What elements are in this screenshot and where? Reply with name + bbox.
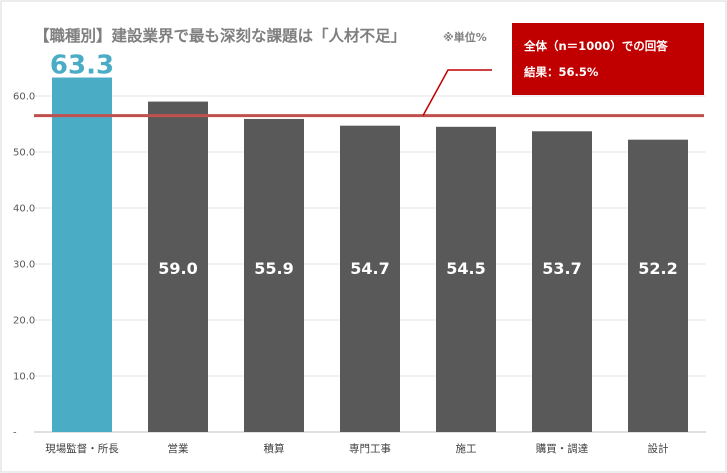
y-tick-label: 30.0 — [13, 260, 35, 271]
chart-title: 【職種別】建設業界で最も深刻な課題は「人材不足」 — [34, 26, 406, 45]
data-label: 59.0 — [158, 259, 197, 278]
bar — [340, 125, 400, 433]
callout-line-1: 全体（n＝1000）での回答 — [523, 39, 668, 53]
bar — [628, 139, 688, 432]
bar — [532, 131, 592, 432]
y-tick-label: 40.0 — [13, 204, 35, 215]
x-category-label: 営業 — [168, 442, 189, 455]
data-label: 54.7 — [350, 259, 389, 278]
data-label: 54.5 — [446, 259, 485, 278]
bar — [436, 126, 496, 433]
callout-line-2: 結果：56.5% — [524, 65, 599, 79]
data-label: 63.3 — [50, 51, 114, 81]
y-tick-label: - — [13, 428, 17, 439]
reference-layer — [34, 69, 704, 118]
x-category-label: 専門工事 — [349, 442, 391, 455]
y-tick-label: 20.0 — [13, 316, 35, 327]
data-labels: 63.3 59.0 55.9 54.7 54.5 53.7 52.2 — [50, 51, 678, 278]
y-tick-label: 60.0 — [13, 92, 35, 103]
data-label: 53.7 — [542, 259, 581, 278]
data-label: 55.9 — [254, 259, 293, 278]
callout-box — [512, 23, 704, 95]
x-category-label: 購買・調達 — [536, 442, 589, 455]
y-axis-ticks: - 10.0 20.0 30.0 40.0 50.0 60.0 — [13, 92, 35, 439]
callout-leader-line — [422, 69, 492, 116]
y-tick-label: 50.0 — [13, 148, 35, 159]
x-category-label: 設計 — [648, 442, 669, 455]
bars — [52, 77, 688, 433]
x-category-label: 積算 — [264, 442, 285, 455]
x-category-label: 現場監督・所長 — [45, 442, 119, 455]
x-category-label: 施工 — [456, 442, 477, 455]
y-tick-label: 10.0 — [13, 372, 35, 383]
data-label: 52.2 — [638, 259, 677, 278]
bar — [148, 101, 208, 432]
bar — [52, 77, 112, 433]
bar — [244, 118, 304, 433]
chart-title-note: ※単位% — [443, 30, 487, 44]
x-axis-categories: 現場監督・所長 営業 積算 専門工事 施工 購買・調達 設計 — [45, 442, 669, 455]
